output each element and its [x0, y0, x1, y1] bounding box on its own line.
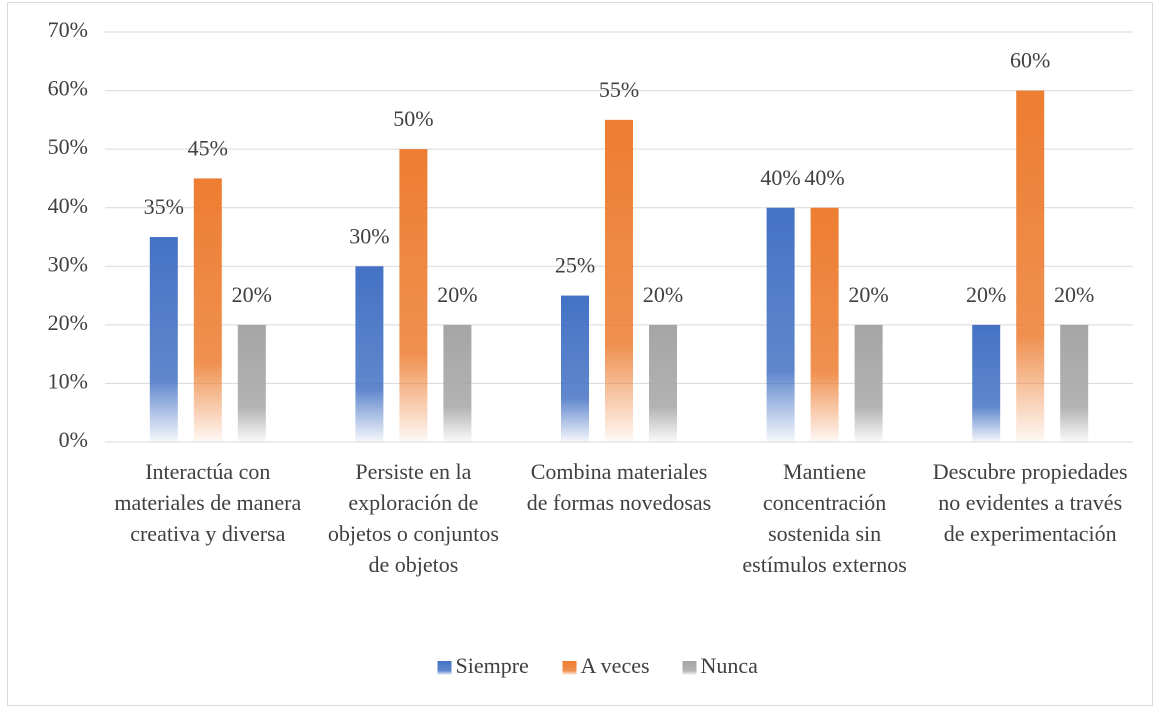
bar: [1060, 324, 1089, 442]
x-tick-label: Persiste en la exploración de objetos o …: [327, 459, 499, 577]
x-tick-label: Mantiene concentración sostenida sin est…: [742, 459, 907, 577]
legend-swatch: [682, 661, 697, 675]
x-tick-label: Interactúa con materiales de manera crea…: [114, 459, 302, 546]
legend-label: A veces: [581, 653, 650, 678]
y-tick-label: 50%: [48, 134, 88, 159]
x-tick-label: Descubre propiedades no evidentes a trav…: [932, 459, 1128, 546]
data-label: 25%: [555, 253, 595, 278]
data-label: 55%: [599, 77, 639, 102]
data-label: 20%: [966, 282, 1006, 307]
data-label: 60%: [1010, 48, 1050, 73]
legend-label: Nunca: [701, 653, 759, 678]
y-tick-label: 20%: [48, 310, 88, 335]
x-tick-label: Combina materiales de formas novedosas: [526, 459, 712, 515]
data-label: 20%: [848, 282, 888, 307]
data-label: 20%: [437, 282, 477, 307]
data-label: 40%: [760, 165, 800, 190]
data-label: 20%: [232, 282, 272, 307]
bar: [972, 324, 1001, 442]
bar: [810, 207, 839, 442]
bar: [149, 237, 178, 442]
bar: [1016, 90, 1045, 443]
y-tick-label: 10%: [48, 368, 88, 393]
bar: [766, 207, 795, 442]
legend-label: Siempre: [456, 653, 529, 678]
bar: [443, 324, 472, 442]
data-label: 45%: [188, 135, 228, 160]
bar: [193, 178, 222, 442]
data-label: 40%: [804, 165, 844, 190]
legend-swatch: [437, 661, 452, 675]
bar: [649, 324, 677, 442]
data-label: 30%: [349, 223, 389, 248]
y-tick-label: 60%: [48, 76, 88, 101]
data-label: 35%: [144, 194, 184, 219]
bar: [399, 149, 428, 442]
y-tick-label: 30%: [48, 251, 88, 276]
y-tick-label: 0%: [59, 427, 88, 452]
bar: [605, 119, 633, 442]
data-label: 20%: [1054, 282, 1094, 307]
bar: [355, 266, 384, 442]
bar: [237, 324, 266, 442]
legend-swatch: [562, 661, 577, 675]
bar: [561, 295, 589, 442]
y-tick-label: 70%: [48, 17, 88, 42]
data-label: 50%: [393, 106, 433, 131]
data-label: 20%: [643, 282, 683, 307]
bar: [854, 324, 883, 442]
y-tick-label: 40%: [48, 193, 88, 218]
